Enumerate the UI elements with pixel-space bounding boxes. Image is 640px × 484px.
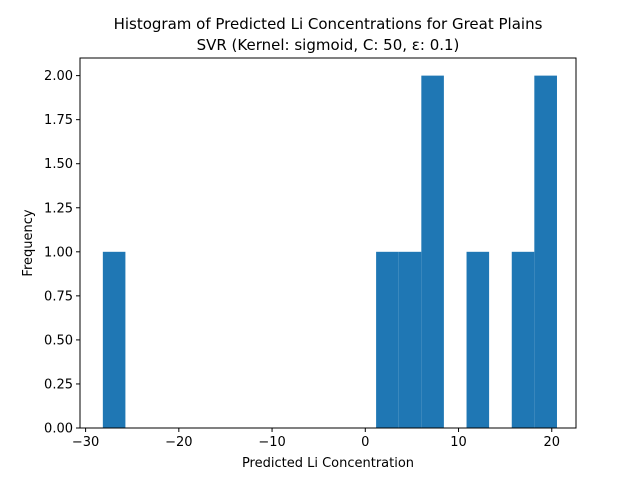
y-tick-label: 1.75 xyxy=(44,113,73,128)
chart-title-line1: Histogram of Predicted Li Concentrations… xyxy=(114,15,543,33)
y-tick-label: 0.75 xyxy=(44,289,73,304)
y-tick-label: 1.50 xyxy=(44,157,73,172)
y-tick-label: 0.25 xyxy=(44,377,73,392)
x-tick-label: 0 xyxy=(361,435,369,450)
y-tick-label: 0.50 xyxy=(44,333,73,348)
histogram-bar-2 xyxy=(376,251,399,428)
histogram-bar-4 xyxy=(421,75,444,428)
y-tick-label: 1.25 xyxy=(44,201,73,216)
x-tick-label: 20 xyxy=(543,435,560,450)
x-tick-label: −10 xyxy=(258,435,285,450)
x-tick-label: −30 xyxy=(72,435,99,450)
bars-group xyxy=(102,75,557,428)
histogram-bar-5 xyxy=(466,251,490,428)
x-tick-label: −20 xyxy=(165,435,192,450)
y-tick-label: 2.00 xyxy=(44,69,73,84)
histogram-bar-6 xyxy=(511,251,535,428)
x-axis-label: Predicted Li Concentration xyxy=(242,456,414,471)
x-ticks-group: −30 −20 −10 0 10 20 xyxy=(72,428,560,450)
x-tick-label: 10 xyxy=(450,435,467,450)
y-tick-label: 0.00 xyxy=(44,422,73,437)
chart-title-line2: SVR (Kernel: sigmoid, C: 50, ε: 0.1) xyxy=(197,36,460,54)
histogram-bar-3 xyxy=(398,251,422,428)
y-ticks-group: 0.00 0.25 0.50 0.75 1.00 1.25 1.50 1.75 2.00 xyxy=(44,69,80,437)
histogram-bar-1 xyxy=(102,251,126,428)
y-axis-label: Frequency xyxy=(21,209,36,276)
histogram-bar-7 xyxy=(534,75,557,428)
plot-area-frame xyxy=(79,57,577,429)
y-tick-label: 1.00 xyxy=(44,245,73,260)
